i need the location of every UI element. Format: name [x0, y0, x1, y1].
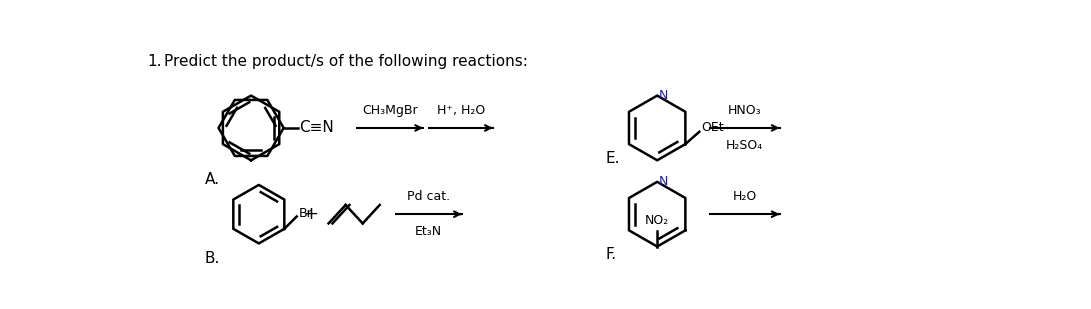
Text: H₂SO₄: H₂SO₄ — [727, 139, 764, 152]
Text: CH₃MgBr: CH₃MgBr — [362, 104, 418, 117]
Text: B.: B. — [205, 251, 220, 266]
Text: C≡N: C≡N — [299, 121, 334, 135]
Text: E.: E. — [606, 151, 620, 166]
Text: Predict the product/s of the following reactions:: Predict the product/s of the following r… — [164, 54, 527, 69]
Text: N: N — [659, 89, 668, 102]
Text: 1.: 1. — [147, 54, 161, 69]
Text: +: + — [303, 205, 319, 223]
Text: Pd cat.: Pd cat. — [407, 190, 451, 203]
Text: F.: F. — [606, 247, 616, 261]
Text: H⁺, H₂O: H⁺, H₂O — [437, 104, 485, 117]
Text: HNO₃: HNO₃ — [728, 104, 762, 117]
Text: H₂O: H₂O — [733, 190, 757, 203]
Text: OEt: OEt — [700, 121, 723, 134]
Text: NO₂: NO₂ — [645, 214, 669, 226]
Text: N: N — [659, 175, 668, 188]
Text: Br: Br — [298, 207, 312, 220]
Text: Et₃N: Et₃N — [415, 225, 442, 238]
Text: A.: A. — [205, 172, 219, 187]
